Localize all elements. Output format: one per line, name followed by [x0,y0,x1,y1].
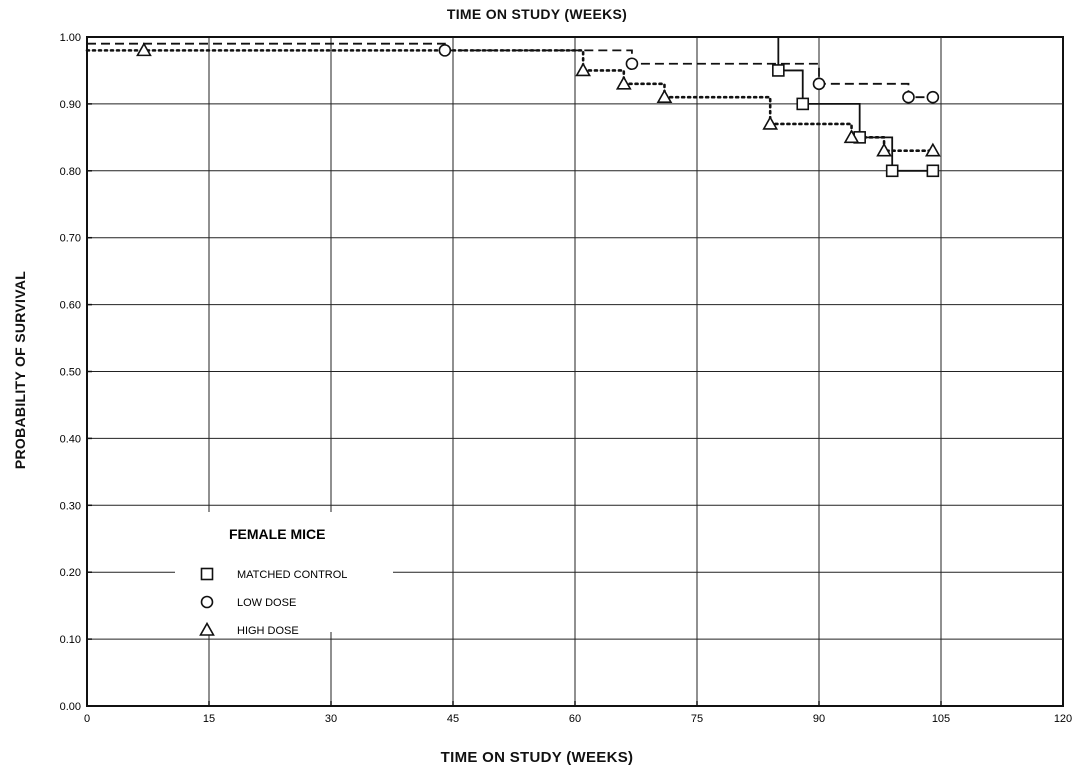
y-tick-label: 0.40 [60,433,81,445]
x-tick-label: 120 [1054,713,1072,725]
y-tick-label: 0.00 [60,701,81,713]
y-tick-label: 0.60 [60,300,81,312]
legend-label: MATCHED CONTROL [237,569,347,581]
x-tick-label: 90 [813,713,825,725]
data-point-circle [902,90,915,104]
data-point-triangle [136,42,152,57]
x-tick-label: 75 [691,713,703,725]
data-point-triangle [762,115,779,130]
y-tick-label: 0.50 [60,367,81,379]
data-point-triangle [615,75,632,90]
y-tick-label: 0.10 [60,634,81,646]
y-tick-label: 0.30 [60,500,81,512]
y-tick-label: 0.70 [60,233,81,245]
y-tick-label: 0.80 [60,166,81,178]
y-tick-label: 0.20 [60,567,81,579]
y-tick-label: 0.90 [60,99,81,111]
data-point-circle [625,57,639,71]
data-point-triangle [575,62,592,77]
y-tick-label: 1.00 [60,32,81,44]
legend-label: HIGH DOSE [237,625,299,637]
data-point-circle [926,90,940,104]
data-point-circle [812,77,826,91]
data-point-square [926,164,940,178]
x-tick-label: 30 [325,713,337,725]
data-point-triangle [924,142,941,157]
legend-marker-triangle [199,621,215,636]
data-point-circle [438,44,452,57]
x-axis-label: TIME ON STUDY (WEEKS) [440,749,634,766]
data-point-triangle [876,142,892,157]
chart-top-title: TIME ON STUDY (WEEKS) [446,6,628,22]
x-tick-label: 60 [569,713,581,725]
data-point-square [772,64,785,77]
x-tick-label: 105 [932,713,950,725]
series-line-square [87,36,933,172]
data-point-square [796,97,810,111]
x-tick-label: 0 [84,713,90,725]
series-line-circle [87,42,933,99]
legend-marker-square [200,567,214,581]
legend-title: FEMALE MICE [229,526,325,542]
legend-marker-circle [200,595,214,609]
x-tick-label: 45 [447,713,459,725]
data-point-triangle [843,129,860,144]
data-point-square [885,164,899,178]
x-tick-label: 15 [203,713,215,725]
legend-label: LOW DOSE [237,597,296,609]
data-point-triangle [656,89,673,104]
